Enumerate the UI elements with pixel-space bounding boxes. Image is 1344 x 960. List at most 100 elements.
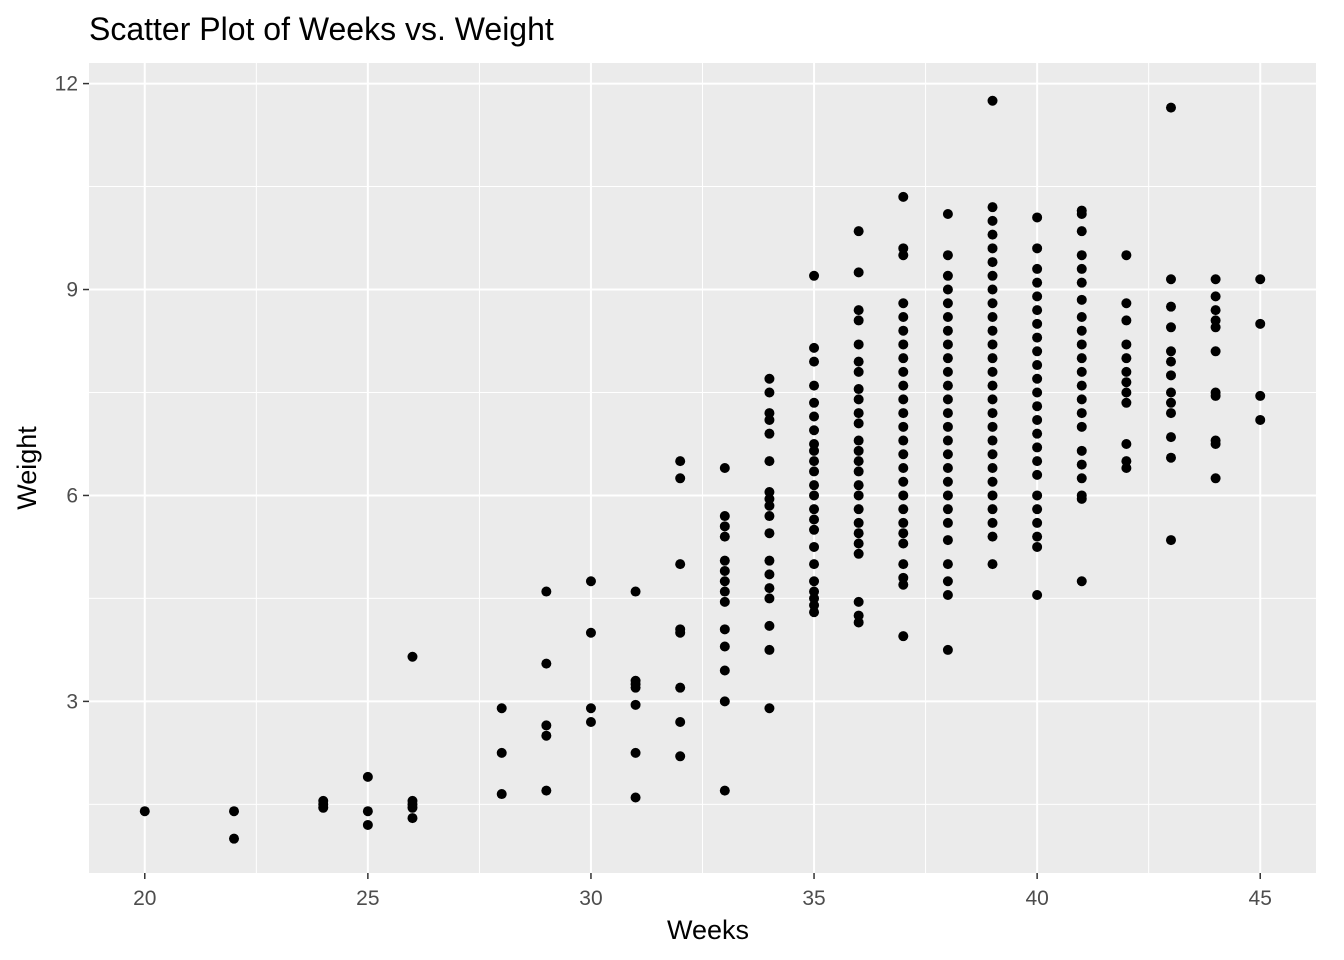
data-point: [1032, 469, 1043, 480]
data-point: [1165, 535, 1176, 546]
data-point: [987, 311, 998, 322]
data-point: [1076, 380, 1087, 391]
data-point: [1032, 277, 1043, 288]
data-point: [898, 538, 909, 549]
data-point: [764, 703, 775, 714]
data-point: [853, 356, 864, 367]
data-point: [853, 504, 864, 515]
data-point: [898, 325, 909, 336]
data-point: [719, 696, 730, 707]
data-point: [719, 576, 730, 587]
data-point: [987, 257, 998, 268]
data-point: [809, 586, 820, 597]
data-point: [1121, 353, 1132, 364]
data-point: [853, 538, 864, 549]
data-point: [942, 559, 953, 570]
x-tick-label: 45: [1249, 887, 1272, 910]
data-point: [853, 418, 864, 429]
data-point: [898, 572, 909, 583]
data-point: [942, 517, 953, 528]
data-point: [1032, 318, 1043, 329]
data-point: [987, 366, 998, 377]
data-point: [764, 408, 775, 419]
y-tick-label: 3: [66, 690, 78, 713]
data-point: [541, 730, 552, 741]
data-point: [853, 267, 864, 278]
data-point: [942, 339, 953, 350]
data-point: [898, 298, 909, 309]
data-point: [987, 95, 998, 106]
data-point: [809, 504, 820, 515]
data-point: [764, 644, 775, 655]
data-point: [853, 548, 864, 559]
data-point: [407, 813, 418, 824]
data-point: [987, 476, 998, 487]
data-point: [987, 517, 998, 528]
data-point: [898, 476, 909, 487]
data-point: [853, 305, 864, 316]
data-point: [942, 476, 953, 487]
data-point: [1210, 473, 1221, 484]
data-point: [318, 802, 329, 813]
data-point: [942, 535, 953, 546]
data-point: [719, 565, 730, 576]
data-point: [1076, 394, 1087, 405]
data-point: [719, 463, 730, 473]
data-point: [496, 703, 507, 714]
data-point: [809, 607, 820, 618]
data-point: [987, 490, 998, 501]
data-point: [942, 504, 953, 515]
data-point: [1165, 356, 1176, 367]
data-point: [853, 408, 864, 419]
data-point: [719, 596, 730, 607]
data-point: [1076, 250, 1087, 261]
data-point: [1032, 212, 1043, 223]
data-point: [898, 559, 909, 570]
data-point: [942, 353, 953, 364]
data-point: [809, 380, 820, 391]
data-point: [1121, 463, 1132, 473]
data-point: [809, 514, 820, 525]
data-point: [942, 284, 953, 295]
data-point: [853, 339, 864, 350]
data-point: [987, 504, 998, 515]
data-point: [1076, 277, 1087, 288]
data-point: [809, 480, 820, 491]
data-point: [809, 411, 820, 422]
data-point: [675, 751, 686, 762]
data-point: [942, 270, 953, 281]
data-point: [1032, 387, 1043, 398]
data-point: [1076, 408, 1087, 419]
data-point: [809, 524, 820, 535]
data-point: [898, 435, 909, 446]
x-axis-title: Weeks: [667, 915, 749, 945]
data-point: [585, 703, 596, 714]
data-point: [898, 191, 909, 202]
data-point: [1121, 438, 1132, 449]
data-point: [764, 500, 775, 511]
data-point: [1032, 442, 1043, 453]
data-point: [764, 555, 775, 566]
data-point: [898, 250, 909, 261]
data-point: [1076, 294, 1087, 305]
data-point: [898, 631, 909, 642]
data-point: [1076, 263, 1087, 274]
data-point: [764, 387, 775, 398]
y-tick-label: 12: [55, 73, 78, 96]
data-point: [853, 435, 864, 446]
data-point: [809, 445, 820, 456]
data-point: [942, 576, 953, 587]
data-point: [853, 366, 864, 377]
data-point: [1165, 432, 1176, 443]
data-point: [942, 380, 953, 391]
data-point: [987, 394, 998, 405]
x-tick-label: 35: [802, 887, 825, 910]
data-point: [1032, 490, 1043, 501]
data-point: [764, 428, 775, 439]
data-point: [1032, 517, 1043, 528]
data-point: [853, 490, 864, 501]
data-point: [1032, 401, 1043, 412]
data-point: [809, 490, 820, 501]
data-point: [898, 517, 909, 528]
data-point: [1032, 243, 1043, 254]
